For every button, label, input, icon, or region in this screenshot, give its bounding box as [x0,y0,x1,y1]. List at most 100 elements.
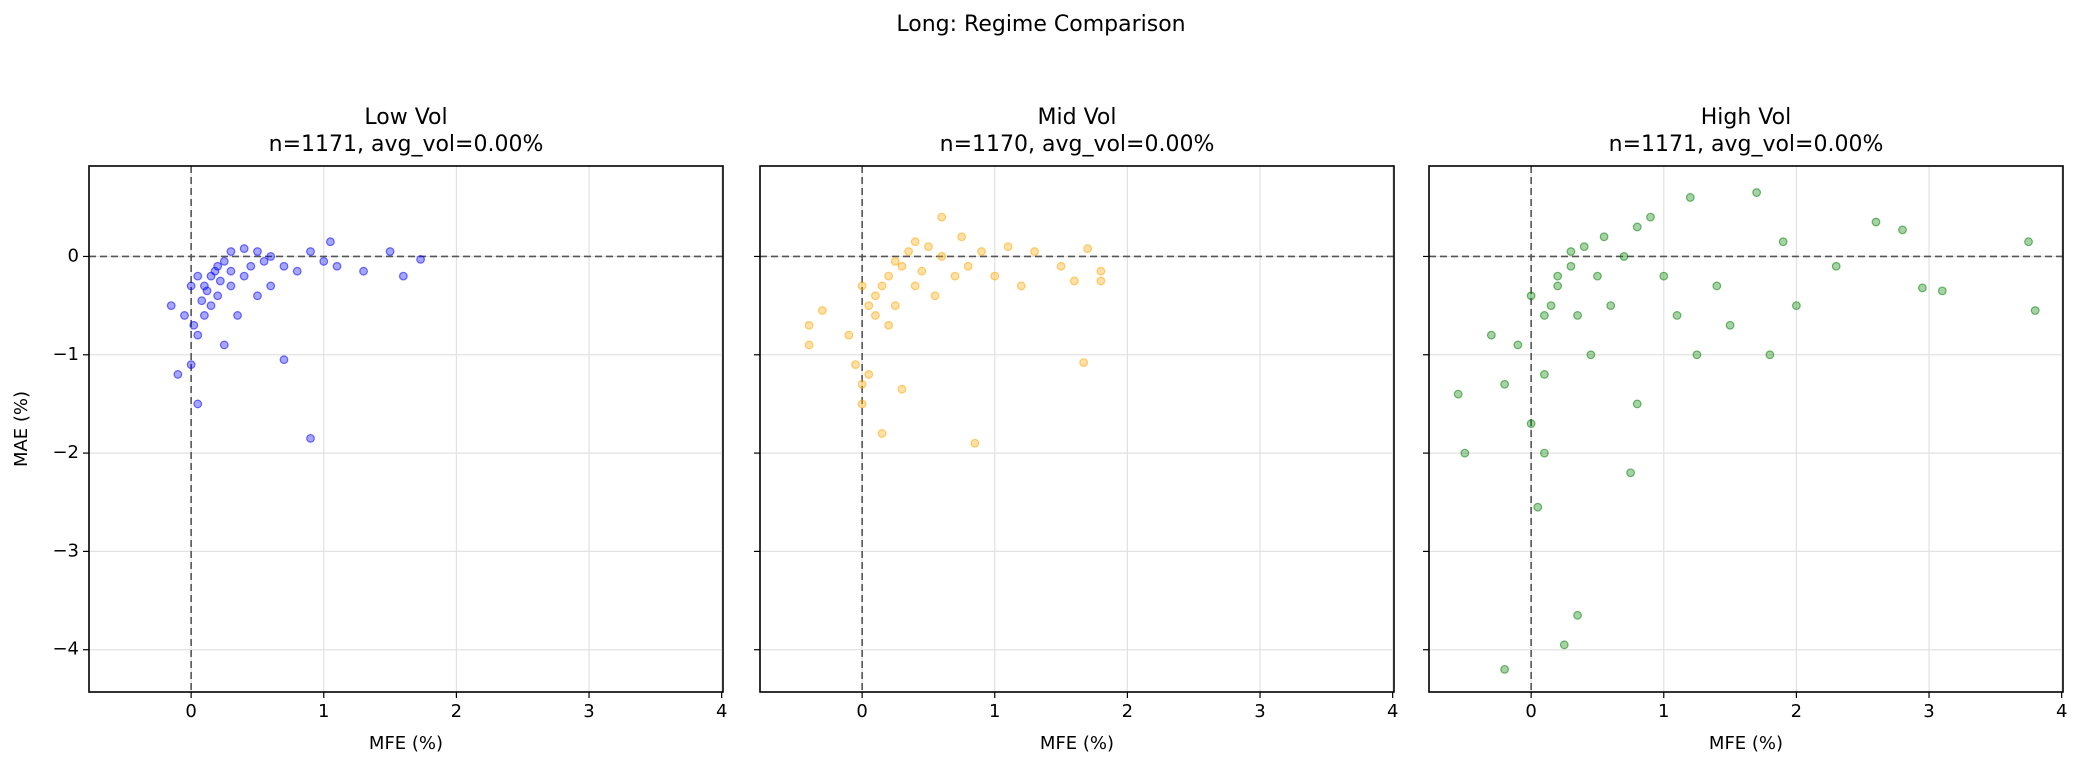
point [851,360,860,370]
point [857,399,867,409]
plot-frame [759,165,1395,693]
point [193,271,203,281]
point [1672,311,1682,320]
point [1619,252,1629,261]
point [884,320,894,330]
point [897,261,907,271]
point [864,301,874,311]
point [977,247,986,256]
point [1513,340,1523,350]
point [189,320,199,330]
point [385,247,395,256]
point [193,399,203,409]
plot-frame [88,165,724,693]
point [884,271,894,281]
plot-frame [1428,165,2064,693]
point [199,281,209,291]
point [1752,188,1762,197]
point [1792,301,1801,311]
point [359,266,368,276]
point [1765,350,1775,360]
point [215,276,225,286]
point [1593,271,1602,281]
x-tick-label: 0 [185,701,196,722]
x-axis-label: MFE (%) [1709,733,1783,754]
chart-subtitle: n=1170, avg_vol=0.00% [940,132,1215,157]
point [1079,358,1089,368]
point [1069,276,1079,286]
point [398,271,408,281]
point [1460,448,1470,458]
x-tick-label: 3 [1254,701,1265,722]
point [877,429,887,438]
x-tick-label: 0 [1525,701,1536,722]
point [253,291,262,301]
x-tick-label: 2 [1791,701,1802,722]
point [804,340,814,350]
point [186,360,196,370]
point [253,247,262,256]
point [930,291,940,301]
point [890,256,900,266]
point [1096,266,1106,276]
point [279,355,289,365]
x-axis-label: MFE (%) [369,733,443,754]
point [1632,222,1642,232]
point [306,247,315,256]
y-tick-label: 0 [68,245,79,266]
point [332,261,342,271]
point [1500,664,1510,674]
point [864,370,874,379]
point [2024,237,2033,247]
point [1573,610,1582,620]
point [1579,242,1589,252]
point [1526,419,1536,428]
y-tick-label: −1 [52,344,79,365]
point [1599,232,1609,242]
point [910,237,920,247]
point [1685,193,1695,202]
point [1546,301,1556,311]
point [186,281,196,291]
x-tick-label: 3 [583,701,594,722]
point [246,261,256,271]
point [1566,261,1576,271]
point [166,301,176,311]
y-tick-label: −3 [52,540,79,561]
point [1937,286,1947,296]
point [1646,212,1655,222]
point [1871,217,1881,227]
point [1486,330,1496,340]
point [266,252,276,261]
point [897,384,907,394]
x-tick-label: 4 [716,701,727,722]
point [857,281,867,291]
point [306,433,315,443]
x-tick-label: 4 [2056,701,2067,722]
point [239,244,249,253]
y-tick-label: −2 [52,442,79,463]
point [199,311,209,320]
point [970,438,980,448]
x-tick-label: 2 [1122,701,1133,722]
point [219,256,229,266]
point [202,286,212,296]
point [1632,399,1642,409]
point [817,306,827,315]
y-tick-label: −4 [52,639,79,660]
point [1831,261,1841,271]
point [226,266,236,276]
point [173,370,183,379]
x-tick-label: 2 [451,701,462,722]
point [910,281,920,291]
point [1539,311,1549,320]
point [219,340,229,350]
point [1725,320,1735,330]
point [1096,276,1106,286]
point [1030,247,1039,256]
chart-title: Mid Vol [1038,105,1117,130]
point [1533,502,1543,512]
point [259,256,269,266]
point [193,330,203,340]
